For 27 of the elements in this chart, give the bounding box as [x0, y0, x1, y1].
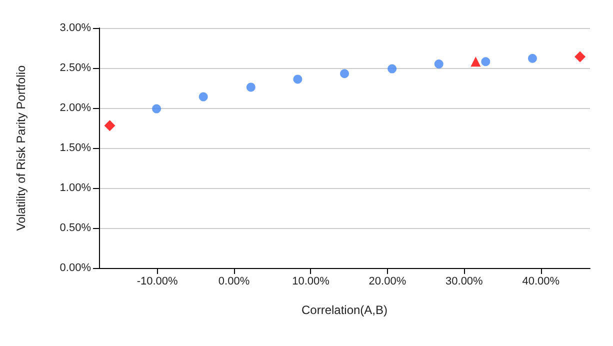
point: [104, 120, 116, 132]
point: [340, 69, 349, 78]
point: [434, 60, 444, 68]
point: [388, 64, 397, 74]
point: [574, 51, 586, 62]
y-tick-label: 0.50%: [60, 222, 92, 234]
x-axis-title: Correlation(A,B): [301, 303, 388, 317]
y-tick-label: 1.00%: [60, 182, 92, 194]
point: [198, 92, 208, 102]
point: [152, 104, 162, 114]
y-tick-label: 3.00%: [60, 22, 92, 34]
point: [293, 74, 302, 84]
x-tick-label: -10.00%: [136, 276, 178, 288]
x-tick-label: 40.00%: [522, 276, 560, 288]
y-tick-label: 2.50%: [60, 62, 92, 74]
y-tick-label: 1.50%: [60, 142, 92, 154]
x-tick-label: 10.00%: [292, 276, 330, 288]
point: [481, 57, 490, 66]
x-tick-label: 30.00%: [446, 276, 484, 288]
y-axis-title: Volatility of Risk Parity Portfolio: [14, 64, 28, 231]
x-tick-label: 20.00%: [368, 276, 406, 288]
point: [246, 82, 256, 92]
point: [470, 56, 481, 67]
y-tick-label: 2.00%: [60, 102, 92, 114]
point: [528, 54, 537, 63]
y-tick-label: 0.00%: [60, 262, 92, 274]
x-tick-label: 0.00%: [218, 276, 250, 288]
